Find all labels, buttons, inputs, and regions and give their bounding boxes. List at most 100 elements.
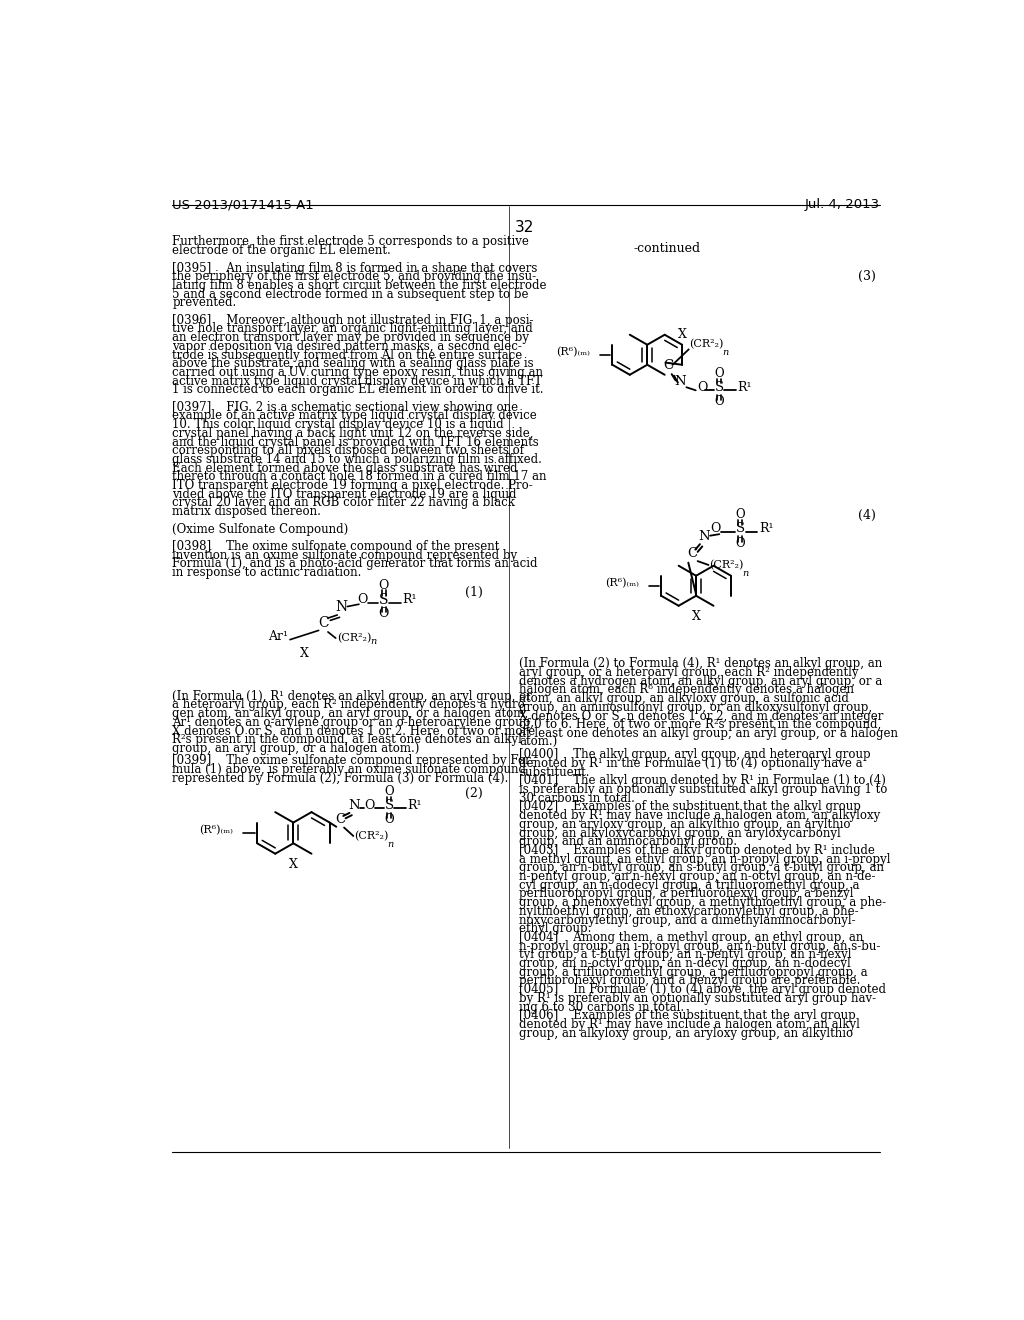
Text: C: C xyxy=(335,813,345,825)
Text: (CR²₂): (CR²₂) xyxy=(710,560,743,570)
Text: a heteroaryl group, each R² independently denotes a hydro-: a heteroaryl group, each R² independentl… xyxy=(172,698,529,711)
Text: example of an active matrix type liquid crystal display device: example of an active matrix type liquid … xyxy=(172,409,537,422)
Text: group, an n-octyl group, an n-decyl group, an n-dodecyl: group, an n-octyl group, an n-decyl grou… xyxy=(519,957,851,970)
Text: [0403]    Examples of the alkyl group denoted by R¹ include: [0403] Examples of the alkyl group denot… xyxy=(519,843,876,857)
Text: ITO transparent electrode 19 forming a pixel electrode. Pro-: ITO transparent electrode 19 forming a p… xyxy=(172,479,532,492)
Text: group, an aryl group, or a halogen atom.): group, an aryl group, or a halogen atom.… xyxy=(172,742,420,755)
Text: an electron transport layer may be provided in sequence by: an electron transport layer may be provi… xyxy=(172,331,529,345)
Text: by R¹ is preferably an optionally substituted aryl group hav-: by R¹ is preferably an optionally substi… xyxy=(519,991,877,1005)
Text: perfluorohexyl group, and a benzyl group are preferable.: perfluorohexyl group, and a benzyl group… xyxy=(519,974,861,987)
Text: O: O xyxy=(711,523,721,536)
Text: R¹: R¹ xyxy=(402,593,417,606)
Text: (R⁶)₍ₘ₎: (R⁶)₍ₘ₎ xyxy=(556,347,590,356)
Text: tyl group, a t-butyl group, an n-pentyl group, an n-hexyl: tyl group, a t-butyl group, an n-pentyl … xyxy=(519,948,852,961)
Text: electrode of the organic EL element.: electrode of the organic EL element. xyxy=(172,244,391,257)
Text: denoted by R¹ may have include a halogen atom, an alkyloxy: denoted by R¹ may have include a halogen… xyxy=(519,809,881,822)
Text: [0405]    In Formulae (1) to (4) above, the aryl group denoted: [0405] In Formulae (1) to (4) above, the… xyxy=(519,983,887,997)
Text: n: n xyxy=(387,840,393,849)
Text: at least one denotes an alkyl group, an aryl group, or a halogen: at least one denotes an alkyl group, an … xyxy=(519,727,898,741)
Text: [0397]    FIG. 2 is a schematic sectional view showing one: [0397] FIG. 2 is a schematic sectional v… xyxy=(172,401,518,413)
Text: (CR²₂): (CR²₂) xyxy=(337,634,372,643)
Text: Formula (1), and is a photo-acid generator that forms an acid: Formula (1), and is a photo-acid generat… xyxy=(172,557,538,570)
Text: group, an aminosulfonyl group, or an alkoxysulfonyl group,: group, an aminosulfonyl group, or an alk… xyxy=(519,701,872,714)
Text: X: X xyxy=(678,329,686,342)
Text: X denotes O or S, and n denotes 1 or 2. Here, of two or more: X denotes O or S, and n denotes 1 or 2. … xyxy=(172,725,536,738)
Text: O: O xyxy=(384,785,394,797)
Text: denoted by R¹ in the Formulae (1) to (4) optionally have a: denoted by R¹ in the Formulae (1) to (4)… xyxy=(519,756,863,770)
Text: a methyl group, an ethyl group, an n-propyl group, an i-propyl: a methyl group, an ethyl group, an n-pro… xyxy=(519,853,891,866)
Text: in response to actinic radiation.: in response to actinic radiation. xyxy=(172,566,361,579)
Text: ing 6 to 30 carbons in total.: ing 6 to 30 carbons in total. xyxy=(519,1001,684,1014)
Text: O: O xyxy=(697,380,708,393)
Text: [0402]    Examples of the substituent that the alkyl group: [0402] Examples of the substituent that … xyxy=(519,800,861,813)
Text: O: O xyxy=(714,396,724,408)
Text: O: O xyxy=(379,607,389,620)
Text: [0400]    The alkyl group, aryl group, and heteroaryl group: [0400] The alkyl group, aryl group, and … xyxy=(519,748,871,762)
Text: n: n xyxy=(722,348,728,356)
Text: N: N xyxy=(675,375,686,388)
Text: carried out using a UV curing type epoxy resin, thus giving an: carried out using a UV curing type epoxy… xyxy=(172,366,543,379)
Text: S: S xyxy=(384,799,393,812)
Text: thereto through a contact hole 18 formed in a cured film 17 an: thereto through a contact hole 18 formed… xyxy=(172,470,547,483)
Text: [0399]    The oxime sulfonate compound represented by For-: [0399] The oxime sulfonate compound repr… xyxy=(172,755,535,767)
Text: gen atom, an alkyl group, an aryl group, or a halogen atom,: gen atom, an alkyl group, an aryl group,… xyxy=(172,708,528,721)
Text: O: O xyxy=(735,508,745,521)
Text: n-pentyl group, an n-hexyl group, an n-octyl group, an n-de-: n-pentyl group, an n-hexyl group, an n-o… xyxy=(519,870,876,883)
Text: noxycarbonylethyl group, and a dimethylaminocarbonyl-: noxycarbonylethyl group, and a dimethyla… xyxy=(519,913,856,927)
Text: [0395]    An insulating film 8 is formed in a shape that covers: [0395] An insulating film 8 is formed in… xyxy=(172,261,538,275)
Text: (4): (4) xyxy=(858,508,876,521)
Text: Furthermore, the first electrode 5 corresponds to a positive: Furthermore, the first electrode 5 corre… xyxy=(172,235,529,248)
Text: X: X xyxy=(691,610,700,623)
Text: matrix disposed thereon.: matrix disposed thereon. xyxy=(172,506,322,519)
Text: denoted by R¹ may have include a halogen atom, an alkyl: denoted by R¹ may have include a halogen… xyxy=(519,1018,860,1031)
Text: (In Formula (1), R¹ denotes an alkyl group, an aryl group, or: (In Formula (1), R¹ denotes an alkyl gro… xyxy=(172,689,532,702)
Text: R¹: R¹ xyxy=(759,523,773,536)
Text: (3): (3) xyxy=(858,271,876,282)
Text: group, an alkyloxycarbonyl group, an aryloxycarbonyl: group, an alkyloxycarbonyl group, an ary… xyxy=(519,826,841,840)
Text: O: O xyxy=(357,593,368,606)
Text: is preferably an optionally substituted alkyl group having 1 to: is preferably an optionally substituted … xyxy=(519,783,888,796)
Text: ethyl group.: ethyl group. xyxy=(519,923,592,936)
Text: denotes a hydrogen atom, an alkyl group, an aryl group, or a: denotes a hydrogen atom, an alkyl group,… xyxy=(519,675,883,688)
Text: S: S xyxy=(379,593,388,607)
Text: lating film 8 enables a short circuit between the first electrode: lating film 8 enables a short circuit be… xyxy=(172,279,547,292)
Text: vided above the ITO transparent electrode 19 are a liquid: vided above the ITO transparent electrod… xyxy=(172,487,517,500)
Text: corresponding to all pixels disposed between two sheets of: corresponding to all pixels disposed bet… xyxy=(172,445,524,457)
Text: R²s present in the compound, at least one denotes an alkyl: R²s present in the compound, at least on… xyxy=(172,733,522,746)
Text: O: O xyxy=(735,537,745,550)
Text: [0404]    Among them, a methyl group, an ethyl group, an: [0404] Among them, a methyl group, an et… xyxy=(519,931,864,944)
Text: prevented.: prevented. xyxy=(172,296,237,309)
Text: [0396]    Moreover, although not illustrated in FIG. 1, a posi-: [0396] Moreover, although not illustrate… xyxy=(172,314,534,327)
Text: [0401]    The alkyl group denoted by R¹ in Formulae (1) to (4): [0401] The alkyl group denoted by R¹ in … xyxy=(519,775,886,787)
Text: Jul. 4, 2013: Jul. 4, 2013 xyxy=(805,198,880,211)
Text: S: S xyxy=(735,523,744,536)
Text: S: S xyxy=(715,380,724,393)
Text: [0398]    The oxime sulfonate compound of the present: [0398] The oxime sulfonate compound of t… xyxy=(172,540,500,553)
Text: O: O xyxy=(714,367,724,380)
Text: (R⁶)₍ₘ₎: (R⁶)₍ₘ₎ xyxy=(605,578,639,587)
Text: [0406]    Examples of the substituent that the aryl group: [0406] Examples of the substituent that … xyxy=(519,1010,856,1022)
Text: crystal panel having a back light unit 12 on the reverse side,: crystal panel having a back light unit 1… xyxy=(172,426,534,440)
Text: invention is an oxime sulfonate compound represented by: invention is an oxime sulfonate compound… xyxy=(172,549,517,561)
Text: atom.): atom.) xyxy=(519,735,558,748)
Text: cyl group, an n-dodecyl group, a trifluoromethyl group, a: cyl group, an n-dodecyl group, a trifluo… xyxy=(519,879,860,892)
Text: C: C xyxy=(318,615,329,630)
Text: atom, an alkyl group, an alkyloxy group, a sulfonic acid: atom, an alkyl group, an alkyloxy group,… xyxy=(519,692,849,705)
Text: (R⁶)₍ₘ₎: (R⁶)₍ₘ₎ xyxy=(199,825,232,836)
Text: represented by Formula (2), Formula (3) or Formula (4).: represented by Formula (2), Formula (3) … xyxy=(172,772,509,785)
Text: crystal 20 layer and an RGB color filter 22 having a black: crystal 20 layer and an RGB color filter… xyxy=(172,496,515,510)
Text: of 0 to 6. Here, of two or more R²s present in the compound,: of 0 to 6. Here, of two or more R²s pres… xyxy=(519,718,882,731)
Text: X: X xyxy=(289,858,298,871)
Text: 1 is connected to each organic EL element in order to drive it.: 1 is connected to each organic EL elemen… xyxy=(172,383,544,396)
Text: US 2013/0171415 A1: US 2013/0171415 A1 xyxy=(172,198,314,211)
Text: group, an alkyloxy group, an aryloxy group, an alkylthio: group, an alkyloxy group, an aryloxy gro… xyxy=(519,1027,853,1040)
Text: glass substrate 14 and 15 to which a polarizing film is affixed.: glass substrate 14 and 15 to which a pol… xyxy=(172,453,542,466)
Text: C: C xyxy=(687,546,697,560)
Text: (CR²₂): (CR²₂) xyxy=(354,830,388,841)
Text: O: O xyxy=(384,813,394,826)
Text: O: O xyxy=(365,799,375,812)
Text: 10. This color liquid crystal display device 10 is a liquid: 10. This color liquid crystal display de… xyxy=(172,418,504,432)
Text: group, an aryloxy group, an alkylthio group, an arylthio: group, an aryloxy group, an alkylthio gr… xyxy=(519,818,851,830)
Text: R¹: R¹ xyxy=(737,380,752,393)
Text: perfluoropropyl group, a perfluorohexyl group, a benzyl: perfluoropropyl group, a perfluorohexyl … xyxy=(519,887,854,900)
